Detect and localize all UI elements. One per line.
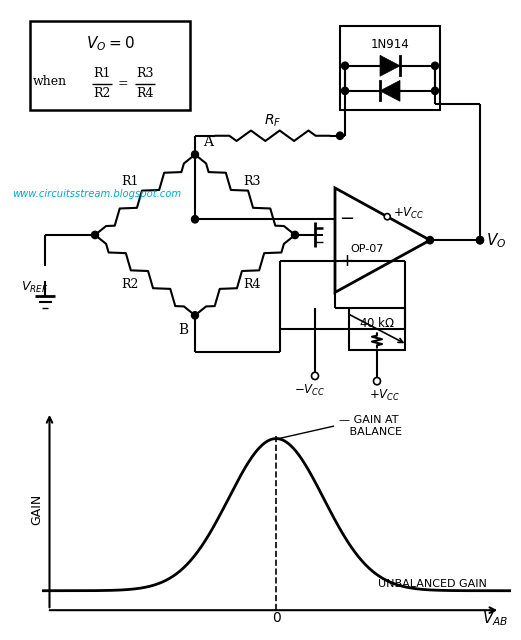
Circle shape [192, 151, 199, 158]
Circle shape [292, 231, 299, 239]
Text: −: − [340, 211, 355, 228]
Text: $V_O$: $V_O$ [486, 231, 506, 250]
Text: when: when [33, 75, 67, 88]
Text: $R_F$: $R_F$ [264, 113, 281, 129]
Text: OP-07: OP-07 [350, 244, 383, 253]
Text: $+V_{CC}$: $+V_{CC}$ [393, 206, 425, 221]
FancyBboxPatch shape [340, 26, 440, 109]
Circle shape [337, 132, 343, 140]
Text: 40 k$\Omega$: 40 k$\Omega$ [359, 316, 395, 330]
Text: R4: R4 [137, 88, 154, 100]
Text: R3: R3 [137, 67, 154, 79]
Circle shape [312, 372, 318, 380]
Circle shape [477, 237, 483, 244]
Text: 1N914: 1N914 [370, 38, 410, 51]
Circle shape [92, 231, 98, 239]
Text: $-V_{CC}$: $-V_{CC}$ [294, 383, 326, 398]
Text: $V_{AB}$: $V_{AB}$ [482, 610, 508, 628]
Text: R2: R2 [93, 88, 110, 100]
Text: $V_{REF}$: $V_{REF}$ [21, 280, 48, 294]
FancyBboxPatch shape [349, 308, 405, 350]
Text: R1: R1 [121, 175, 139, 188]
Text: $V_O = 0$: $V_O = 0$ [85, 35, 134, 53]
Circle shape [384, 214, 390, 220]
Text: UNBALANCED GAIN: UNBALANCED GAIN [378, 579, 487, 589]
Text: R3: R3 [243, 175, 260, 188]
Text: GAIN: GAIN [30, 493, 43, 525]
Polygon shape [380, 81, 400, 101]
Text: R1: R1 [93, 67, 111, 79]
FancyBboxPatch shape [30, 21, 190, 109]
Text: A: A [203, 135, 213, 149]
Circle shape [341, 87, 349, 95]
Text: www.circuitsstream.blogspot.com: www.circuitsstream.blogspot.com [12, 189, 181, 199]
Text: B: B [178, 323, 188, 337]
Text: $+V_{CC}$: $+V_{CC}$ [369, 388, 401, 403]
Text: — GAIN AT
   BALANCE: — GAIN AT BALANCE [339, 415, 402, 437]
Text: =: = [118, 77, 128, 90]
Text: 0: 0 [272, 611, 280, 625]
Circle shape [431, 62, 439, 70]
Text: R2: R2 [121, 278, 139, 291]
Circle shape [192, 216, 199, 223]
Circle shape [477, 237, 483, 244]
Text: +: + [340, 252, 354, 270]
Polygon shape [380, 55, 400, 76]
Circle shape [427, 237, 433, 244]
Circle shape [341, 62, 349, 70]
Circle shape [192, 312, 199, 319]
Circle shape [431, 87, 439, 95]
Text: R4: R4 [243, 278, 260, 291]
Circle shape [374, 378, 380, 385]
